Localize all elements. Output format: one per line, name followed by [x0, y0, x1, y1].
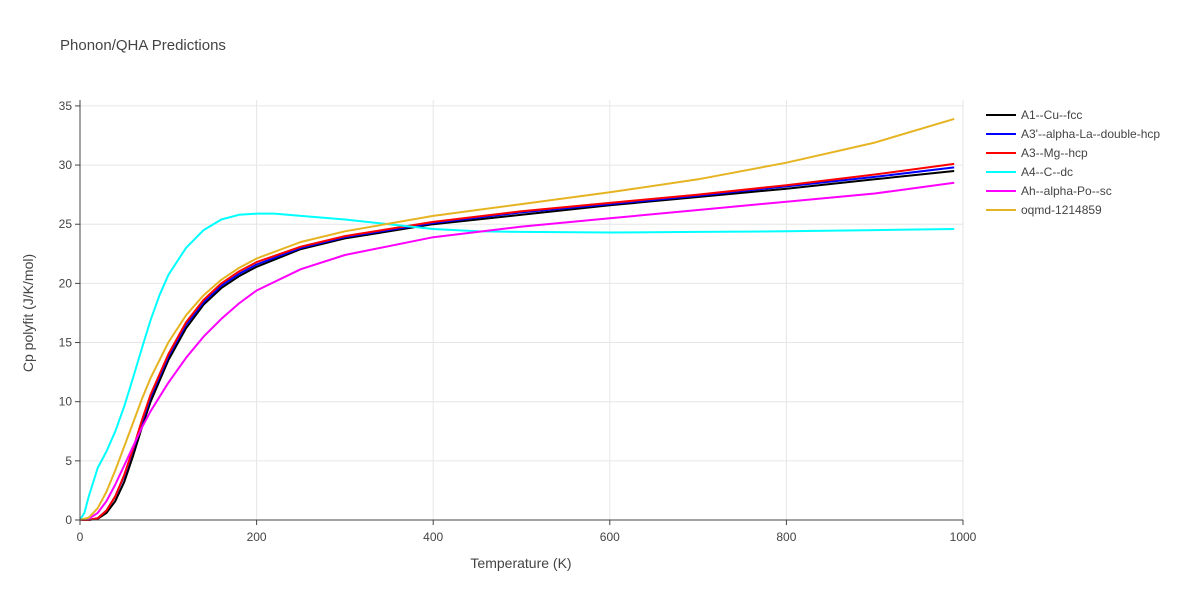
legend-label: A4--C--dc	[1021, 165, 1073, 179]
legend-item-2[interactable]: A3'--alpha-La--double-hcp	[986, 127, 1160, 141]
x-tick-label: 0	[77, 530, 84, 544]
y-tick-label: 35	[59, 99, 73, 113]
y-tick-label: 0	[65, 513, 72, 527]
x-tick-label: 400	[423, 530, 443, 544]
legend-item-4[interactable]: A4--C--dc	[986, 165, 1073, 179]
y-tick-label: 10	[59, 395, 73, 409]
x-tick-label: 600	[600, 530, 620, 544]
chart-title: Phonon/QHA Predictions	[60, 37, 226, 54]
legend-item-5[interactable]: Ah--alpha-Po--sc	[986, 184, 1112, 198]
series-line-1	[80, 170, 955, 521]
x-tick-label: 800	[776, 530, 796, 544]
grid	[80, 100, 964, 520]
y-tick-label: 20	[59, 276, 73, 290]
axes: 0 200 400 600 800 1000 0 5 10 15 20 25 30 35	[59, 99, 977, 544]
legend-item-6[interactable]: oqmd-1214859	[986, 203, 1102, 217]
legend-label: oqmd-1214859	[1021, 203, 1102, 217]
plot-area	[79, 117, 955, 521]
legend-item-3[interactable]: A3--Mg--hcp	[986, 146, 1088, 160]
x-axis-title: Temperature (K)	[470, 555, 571, 571]
y-tick-label: 30	[59, 158, 73, 172]
series-line-3	[80, 162, 955, 521]
x-tick-label: 200	[247, 530, 267, 544]
legend-label: A1--Cu--fcc	[1021, 108, 1082, 122]
series-line-5	[79, 181, 955, 521]
series-line-6	[79, 117, 955, 521]
y-tick-label: 15	[59, 336, 73, 350]
legend-label: A3'--alpha-La--double-hcp	[1021, 127, 1160, 141]
series-line-4	[79, 212, 955, 521]
legend: A1--Cu--fcc A3'--alpha-La--double-hcp A3--…	[986, 108, 1160, 217]
legend-label: Ah--alpha-Po--sc	[1021, 184, 1112, 198]
y-tick-label: 25	[59, 217, 73, 231]
legend-item-1[interactable]: A1--Cu--fcc	[986, 108, 1082, 122]
legend-label: A3--Mg--hcp	[1021, 146, 1088, 160]
x-tick-label: 1000	[950, 530, 977, 544]
series-line-2	[80, 166, 955, 521]
y-axis-title: Cp polyfit (J/K/mol)	[20, 254, 36, 372]
y-tick-label: 5	[65, 454, 72, 468]
